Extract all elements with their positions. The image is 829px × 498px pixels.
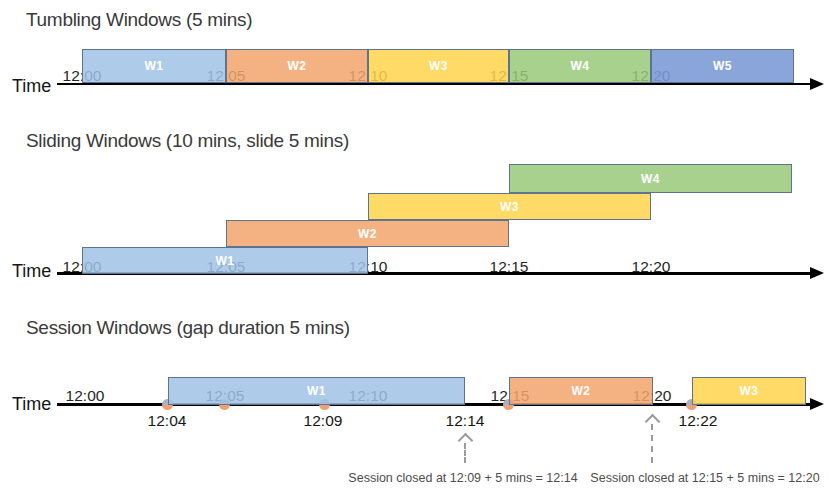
tumbling-time-label: Time	[12, 76, 51, 97]
window-label: W4	[641, 172, 660, 186]
sliding-tick-12-20: 12:20	[632, 259, 671, 275]
tumbling-title: Tumbling Windows (5 mins)	[26, 9, 252, 31]
tumbling-window-w3: W3	[368, 49, 509, 83]
window-label: W1	[216, 254, 235, 268]
event-time-12-14: 12:14	[446, 412, 485, 430]
session-tick-12-00: 12:00	[66, 388, 105, 404]
window-label: W2	[572, 384, 591, 398]
session-title: Session Windows (gap duration 5 mins)	[26, 317, 350, 339]
sliding-window-w1: W1	[82, 247, 368, 274]
tumbling-timeline-arrowhead-icon	[810, 78, 824, 90]
window-label: W3	[500, 200, 519, 214]
sliding-window-w4: W4	[509, 164, 792, 193]
stream-windowing-diagrams: Tumbling Windows (5 mins) Time 12:00 12:…	[0, 0, 829, 498]
dashed-arrow-shaft	[651, 424, 653, 463]
session-time-label: Time	[12, 394, 51, 415]
sliding-window-w3: W3	[368, 193, 651, 220]
window-label: W2	[358, 227, 377, 241]
event-time-12-22: 12:22	[679, 412, 718, 430]
sliding-title: Sliding Windows (10 mins, slide 5 mins)	[26, 130, 349, 152]
tumbling-window-w4: W4	[509, 49, 651, 83]
sliding-timeline-arrowhead-icon	[810, 267, 824, 279]
session-closed-note-1: Session closed at 12:09 + 5 mins = 12:14	[348, 471, 577, 485]
session-window-w2: W2	[509, 377, 653, 405]
session-window-w3: W3	[692, 377, 806, 405]
session-timeline-arrowhead-icon	[810, 398, 824, 410]
window-label: W3	[740, 384, 759, 398]
window-label: W4	[571, 59, 590, 73]
session-closed-note-2: Session closed at 12:15 + 5 mins = 12:20	[590, 471, 819, 485]
window-label: W1	[145, 59, 164, 73]
tumbling-window-w5: W5	[651, 49, 794, 83]
sliding-time-label: Time	[12, 261, 51, 282]
sliding-window-w2: W2	[226, 220, 509, 247]
event-time-12-04: 12:04	[148, 412, 187, 430]
session-window-w1: W1	[168, 377, 465, 405]
sliding-tick-12-15: 12:15	[490, 259, 529, 275]
event-time-12-09: 12:09	[304, 412, 343, 430]
window-label: W3	[429, 59, 448, 73]
window-label: W5	[713, 59, 732, 73]
window-label: W1	[307, 384, 326, 398]
window-label: W2	[288, 59, 307, 73]
tumbling-timeline	[57, 83, 813, 85]
dashed-arrow-shaft	[464, 443, 466, 463]
tumbling-window-w2: W2	[226, 49, 368, 83]
tumbling-window-w1: W1	[82, 49, 226, 83]
